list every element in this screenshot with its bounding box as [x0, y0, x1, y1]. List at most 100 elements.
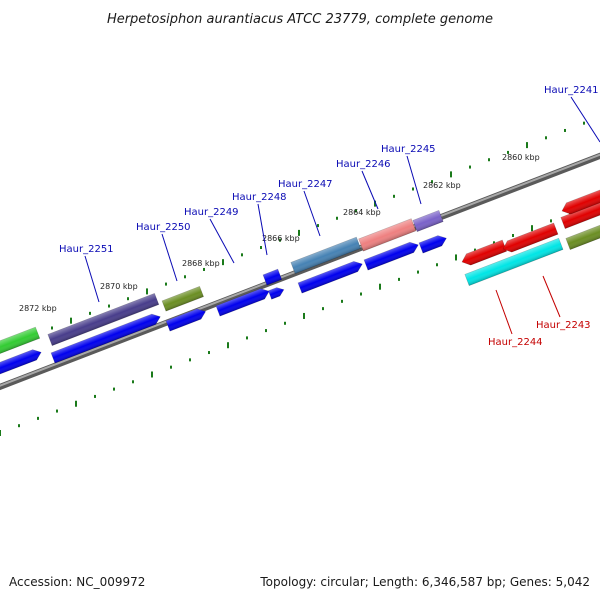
page-title: Herpetosiphon aurantiacus ATCC 23779, co… — [107, 12, 493, 27]
scale-dot-lower — [493, 241, 495, 245]
scale-dot-upper — [488, 158, 490, 162]
gene-leader-line — [303, 190, 321, 237]
tick-label: 2868 kbp — [182, 259, 220, 268]
gene-feature-haur-2247 — [290, 236, 362, 274]
gene-leader-line — [84, 255, 100, 303]
gene-label-haur-2246: Haur_2246 — [336, 159, 391, 170]
scale-dot-lower — [531, 225, 533, 232]
scale-dot-lower — [436, 263, 438, 267]
scale-dot-lower — [512, 233, 514, 237]
gene-label-haur-2251: Haur_2251 — [59, 244, 114, 255]
scale-dot-lower — [455, 254, 457, 261]
scale-dot-upper — [70, 317, 72, 324]
scale-dot-lower — [303, 312, 305, 319]
cds-forward — [267, 287, 285, 300]
gene-leader-line — [209, 218, 235, 264]
gene-feature-haur-2244 — [464, 237, 564, 286]
cds-forward — [297, 261, 363, 294]
scale-dot-upper — [222, 259, 224, 266]
scale-dot-lower — [550, 219, 552, 223]
scale-dot-upper — [317, 224, 319, 228]
scale-dot-upper — [184, 275, 186, 279]
scale-dot-lower — [265, 329, 267, 333]
scale-dot-upper — [583, 121, 585, 125]
cds-forward — [363, 241, 419, 271]
scale-dot-upper — [127, 297, 129, 301]
gene-label-haur-2247: Haur_2247 — [278, 179, 333, 190]
scale-dot-lower — [208, 351, 210, 355]
gene-feature-haur-2243 — [502, 222, 559, 253]
gene-feature-green-left — [0, 326, 41, 357]
scale-dot-lower — [113, 387, 115, 391]
tick-label: 2864 kbp — [343, 208, 381, 217]
scale-dot-upper — [374, 200, 376, 207]
scale-dot-upper — [393, 194, 395, 198]
scale-dot-lower — [0, 430, 1, 436]
gene-feature-reverse-red — [461, 239, 508, 266]
scale-dot-upper — [89, 311, 91, 315]
scale-dot-upper — [203, 267, 205, 271]
scale-dot-lower — [341, 299, 343, 303]
tick-label: 2866 kbp — [262, 234, 300, 243]
scale-dot-lower — [189, 358, 191, 362]
scale-dot-upper — [279, 238, 281, 242]
scale-dot-lower — [75, 400, 77, 407]
scale-dot-upper — [412, 187, 414, 191]
gene-label-haur-2249: Haur_2249 — [184, 207, 239, 218]
cds-forward — [0, 349, 42, 378]
scale-dot-upper — [564, 128, 566, 132]
scale-dot-lower — [37, 416, 39, 420]
cds-forward — [50, 313, 161, 364]
gene-feature-haur-2251 — [47, 292, 160, 346]
gene-leader-line — [570, 96, 600, 143]
scale-dot-upper — [165, 282, 167, 286]
scale-dot-lower — [132, 380, 134, 384]
tick-label: 2860 kbp — [502, 153, 540, 162]
accession-text: Accession: NC_009972 — [9, 575, 145, 589]
gene-feature-haur-2245 — [412, 209, 444, 232]
gene-feature-olive-right — [565, 223, 600, 250]
gene-features — [0, 188, 600, 378]
gene-label-haur-2250: Haur_2250 — [136, 222, 191, 233]
scale-dot-lower — [151, 371, 153, 378]
scale-dot-lower — [94, 394, 96, 398]
gene-leader-line — [542, 275, 561, 318]
scale-dot-upper — [260, 246, 262, 250]
gene-leader-line — [495, 289, 513, 335]
scale-dot-lower — [398, 277, 400, 281]
gene-feature-haur-2250 — [161, 286, 204, 312]
scale-dot-upper — [336, 216, 338, 220]
cds-forward — [215, 288, 270, 317]
gene-feature-red-right — [561, 188, 600, 215]
gene-leader-line — [406, 155, 422, 205]
scale-dot-upper — [298, 229, 300, 236]
tick-label: 2870 kbp — [100, 282, 138, 291]
cds-forward-haur-2248 — [262, 268, 283, 286]
gene-label-haur-2245: Haur_2245 — [381, 144, 436, 155]
gene-leader-line — [257, 203, 268, 256]
scale-dot-lower — [170, 365, 172, 369]
gene-label-haur-2244: Haur_2244 — [488, 337, 543, 348]
scale-dot-upper — [469, 165, 471, 169]
gene-label-haur-2248: Haur_2248 — [232, 192, 287, 203]
scale-dot-upper — [545, 136, 547, 140]
scale-dot-upper — [241, 253, 243, 257]
scale-dot-lower — [246, 336, 248, 340]
scale-dot-lower — [379, 283, 381, 290]
gene-leader-line — [161, 233, 178, 282]
scale-ticks: 2860 kbp 2862 kbp 2864 kbp 2866 kbp 2868 kbp… — [19, 153, 540, 313]
gene-label-haur-2241: Haur_2241 — [544, 85, 599, 96]
scale-dot-upper — [108, 304, 110, 308]
scale-dot-upper — [355, 209, 357, 213]
scale-dot-upper — [507, 150, 509, 154]
gene-leader-line — [361, 170, 379, 210]
scale-dot-lower — [360, 292, 362, 296]
cds-forward — [418, 235, 447, 254]
genome-summary-text: Topology: circular; Length: 6,346,587 bp… — [259, 575, 590, 589]
tick-dots — [0, 121, 590, 436]
scale-dot-upper — [526, 142, 528, 149]
scale-dot-lower — [322, 307, 324, 311]
scale-dot-lower — [18, 424, 20, 428]
scale-dot-upper — [450, 171, 452, 178]
